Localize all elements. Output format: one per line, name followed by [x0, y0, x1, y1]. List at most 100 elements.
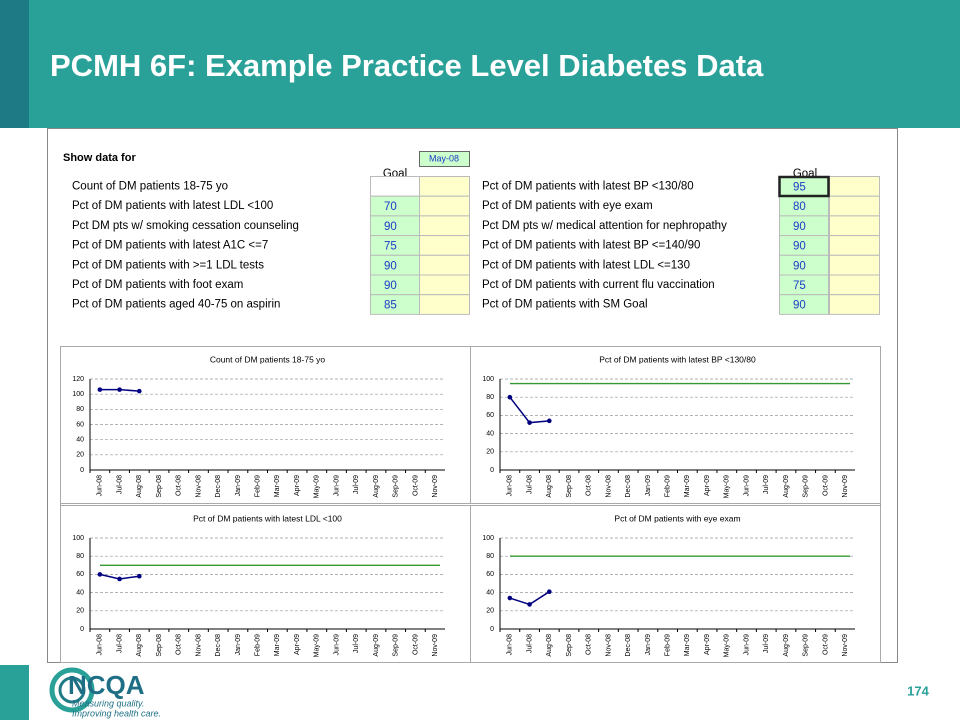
data-cell: [829, 235, 880, 256]
y-tick-label: 100: [72, 391, 84, 398]
y-tick-label: 100: [482, 535, 494, 542]
selected-cell: [778, 175, 830, 198]
x-tick-label: Oct-08: [586, 634, 593, 655]
x-tick-label: Sep-09: [393, 475, 400, 498]
x-tick-label: Oct-09: [412, 634, 419, 655]
x-tick-label: Jul-08: [526, 475, 533, 494]
goal-value: 70: [384, 201, 397, 213]
row-label: Pct of DM patients with SM Goal: [482, 299, 648, 311]
slide-title: PCMH 6F: Example Practice Level Diabetes…: [50, 48, 764, 83]
row-label: Pct DM pts w/ medical attention for neph…: [482, 220, 727, 232]
x-tick-label: Jul-09: [763, 634, 770, 653]
data-cell: [419, 195, 470, 217]
x-tick-label: May-09: [724, 634, 731, 657]
x-tick-label: Oct-09: [412, 475, 419, 496]
x-tick-label: Mar-09: [684, 634, 691, 656]
y-tick-label: 20: [76, 608, 84, 615]
x-tick-label: Jun-09: [333, 475, 340, 497]
x-tick-label: Jun-08: [97, 475, 104, 497]
x-tick-label: Jan-09: [235, 634, 242, 656]
x-tick-label: Nov-09: [432, 634, 439, 657]
x-tick-label: Sep-09: [803, 475, 810, 498]
x-tick-label: Jul-09: [353, 475, 360, 494]
x-tick-label: May-09: [314, 475, 321, 498]
x-tick-label: Apr-09: [704, 634, 711, 655]
row-label: Pct of DM patients with latest A1C <=7: [72, 240, 268, 252]
x-tick-label: Sep-08: [156, 475, 163, 498]
y-tick-label: 80: [486, 394, 494, 401]
y-tick-label: 0: [80, 626, 84, 633]
data-cell: [829, 195, 880, 217]
y-tick-label: 0: [490, 467, 494, 474]
x-tick-label: Aug-08: [136, 475, 143, 498]
show-label: Show data for: [63, 152, 136, 164]
data-point: [527, 420, 532, 425]
x-tick-label: Dec-08: [215, 634, 222, 657]
x-tick-label: Aug-09: [373, 634, 380, 657]
row-label: Pct of DM patients aged 40-75 on aspirin: [72, 299, 280, 311]
y-tick-label: 20: [486, 449, 494, 456]
y-tick-label: 120: [72, 376, 84, 383]
goal-value: 90: [384, 221, 397, 233]
x-tick-label: Jun-08: [97, 634, 104, 656]
x-tick-label: Mar-09: [274, 475, 281, 497]
y-tick-label: 40: [486, 430, 494, 437]
x-tick-label: Oct-08: [586, 475, 593, 496]
goal-value: 90: [384, 260, 397, 272]
x-tick-label: Jun-08: [507, 475, 514, 497]
goal-value: 75: [793, 280, 806, 292]
chart-panel: [470, 346, 881, 504]
data-point: [547, 418, 552, 424]
data-point: [117, 387, 122, 392]
x-tick-label: Nov-08: [605, 634, 612, 657]
goal-value: 75: [384, 241, 397, 253]
data-cell: [419, 215, 470, 237]
data-point: [97, 387, 103, 392]
x-tick-label: Feb-09: [664, 475, 671, 497]
header-bar: [0, 0, 960, 128]
data-cell: [829, 176, 880, 197]
x-tick-label: Aug-09: [373, 475, 380, 498]
x-tick-label: Jul-08: [526, 634, 533, 653]
data-cell: [829, 294, 880, 315]
x-tick-label: Aug-09: [783, 475, 790, 498]
y-tick-label: 60: [486, 412, 494, 419]
data-point: [97, 572, 103, 577]
x-tick-label: Jul-08: [116, 634, 123, 653]
row-label: Pct DM pts w/ smoking cessation counseli…: [72, 220, 299, 232]
y-tick-label: 40: [76, 437, 84, 444]
data-point: [527, 602, 532, 607]
x-tick-label: Dec-08: [215, 475, 222, 498]
data-point: [137, 388, 142, 394]
x-tick-label: Jun-09: [333, 634, 340, 656]
logo-tagline: Improving health care.: [72, 708, 161, 718]
x-tick-label: Aug-08: [546, 475, 553, 498]
goal-value: 90: [793, 260, 806, 272]
x-tick-label: Mar-09: [274, 634, 281, 656]
x-tick-label: Feb-09: [254, 634, 261, 656]
y-tick-label: 80: [76, 406, 84, 413]
y-tick-label: 20: [76, 452, 84, 459]
chart-title: Pct of DM patients with eye exam: [614, 513, 740, 523]
x-tick-label: Apr-09: [294, 634, 301, 655]
data-cell: [419, 294, 470, 315]
x-tick-label: Aug-08: [136, 634, 143, 657]
data-cell: [829, 215, 880, 237]
x-tick-label: Nov-09: [432, 475, 439, 498]
y-tick-label: 80: [76, 553, 84, 560]
row-label: Pct of DM patients with >=1 LDL tests: [72, 259, 264, 271]
x-tick-label: Jul-09: [353, 634, 360, 653]
row-label: Pct of DM patients with latest BP <130/8…: [482, 181, 694, 193]
x-tick-label: Dec-08: [625, 475, 632, 498]
y-tick-label: 40: [486, 589, 494, 596]
x-tick-label: Nov-08: [195, 634, 202, 657]
x-tick-label: Nov-09: [842, 634, 849, 657]
x-tick-label: Aug-09: [783, 634, 790, 657]
data-cell: [829, 274, 880, 296]
x-tick-label: May-09: [724, 475, 731, 498]
data-cell: [829, 254, 880, 276]
data-point: [547, 589, 552, 594]
chart-title: Pct of DM patients with latest LDL <100: [193, 513, 342, 523]
page-number: 174: [907, 683, 929, 698]
